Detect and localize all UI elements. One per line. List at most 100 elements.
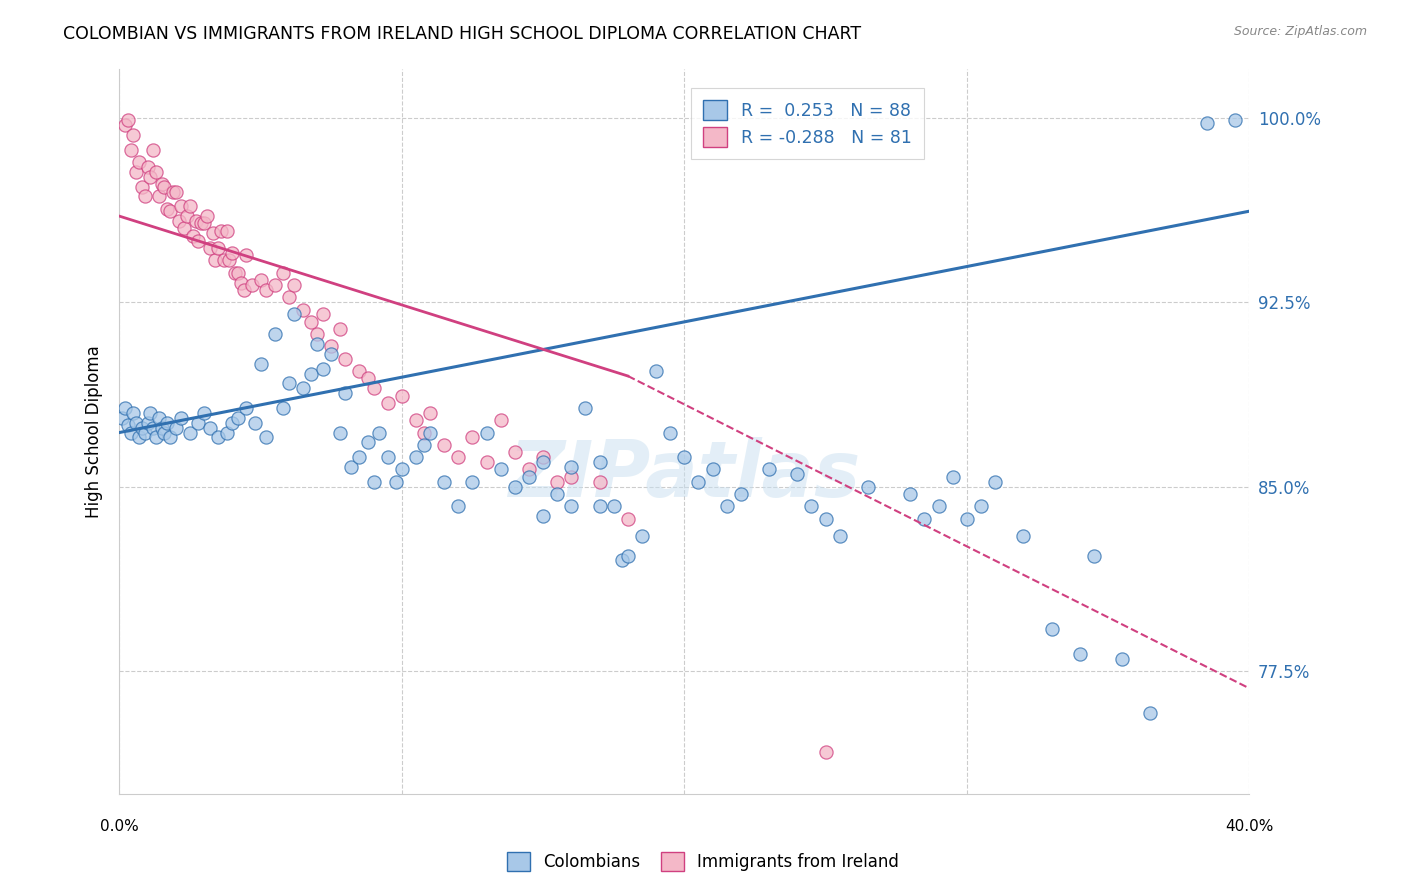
Point [179,199,201,213]
Point [142,143,165,157]
Point [201,227,224,241]
Point [612,553,634,567]
Point [321,339,343,353]
Point [128,155,150,169]
Point [195,209,218,223]
Point [942,470,965,484]
Point [128,430,150,444]
Point [221,246,243,260]
Point [560,470,582,484]
Point [299,367,322,381]
Point [125,165,148,179]
Point [198,241,221,255]
Point [489,462,512,476]
Point [134,425,156,440]
Point [114,118,136,132]
Point [856,480,879,494]
Point [277,290,299,304]
Point [263,327,285,342]
Point [145,165,167,179]
Point [145,430,167,444]
Point [117,113,139,128]
Point [1083,549,1105,563]
Point [602,500,624,514]
Point [148,189,170,203]
Point [156,416,179,430]
Point [235,401,257,415]
Point [560,460,582,475]
Point [1040,623,1063,637]
Point [475,455,498,469]
Text: 0.0%: 0.0% [100,819,139,834]
Point [928,500,950,514]
Point [898,487,921,501]
Point [193,406,215,420]
Point [299,315,322,329]
Y-axis label: High School Diploma: High School Diploma [86,345,103,517]
Point [150,177,173,191]
Point [131,420,153,434]
Point [489,413,512,427]
Point [503,480,526,494]
Point [165,185,187,199]
Point [291,302,314,317]
Point [405,413,427,427]
Point [405,450,427,464]
Point [150,420,173,434]
Point [673,450,696,464]
Text: 40.0%: 40.0% [1225,819,1274,834]
Point [120,425,142,440]
Point [159,430,181,444]
Point [433,475,456,489]
Point [139,406,162,420]
Point [162,185,184,199]
Point [207,430,229,444]
Point [179,425,201,440]
Point [357,371,380,385]
Point [574,401,596,415]
Point [349,450,371,464]
Text: Source: ZipAtlas.com: Source: ZipAtlas.com [1233,25,1367,38]
Point [645,364,668,378]
Point [363,475,385,489]
Point [173,221,195,235]
Point [167,214,190,228]
Point [134,189,156,203]
Point [312,361,335,376]
Point [235,248,257,262]
Point [249,357,271,371]
Point [153,179,176,194]
Point [305,337,328,351]
Point [814,745,837,759]
Point [413,438,436,452]
Point [588,475,610,489]
Point [312,308,335,322]
Point [531,509,554,524]
Point [335,351,357,366]
Point [226,266,249,280]
Point [758,462,780,476]
Point [659,425,682,440]
Point [136,160,159,174]
Point [271,266,294,280]
Point [1012,529,1035,543]
Point [159,204,181,219]
Point [1195,115,1218,129]
Point [335,386,357,401]
Point [148,410,170,425]
Point [291,381,314,395]
Point [263,277,285,292]
Point [531,450,554,464]
Point [254,430,277,444]
Point [198,420,221,434]
Point [249,273,271,287]
Point [475,425,498,440]
Point [181,228,204,243]
Point [176,209,198,223]
Point [139,169,162,184]
Point [800,500,823,514]
Point [560,500,582,514]
Point [224,266,246,280]
Point [1069,647,1091,661]
Point [229,276,252,290]
